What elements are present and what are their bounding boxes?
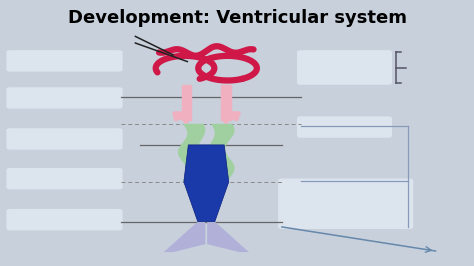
Polygon shape: [178, 124, 205, 181]
Polygon shape: [182, 85, 191, 120]
Polygon shape: [207, 222, 249, 252]
FancyBboxPatch shape: [297, 50, 392, 85]
Text: Development: Ventricular system: Development: Ventricular system: [67, 9, 407, 27]
FancyBboxPatch shape: [6, 209, 123, 230]
Polygon shape: [164, 222, 205, 252]
FancyBboxPatch shape: [278, 178, 413, 229]
FancyBboxPatch shape: [297, 116, 392, 138]
Polygon shape: [207, 124, 235, 181]
FancyBboxPatch shape: [6, 50, 123, 72]
Polygon shape: [184, 145, 229, 222]
FancyBboxPatch shape: [6, 168, 123, 189]
FancyBboxPatch shape: [6, 87, 123, 109]
FancyBboxPatch shape: [6, 128, 123, 150]
Polygon shape: [221, 85, 231, 120]
